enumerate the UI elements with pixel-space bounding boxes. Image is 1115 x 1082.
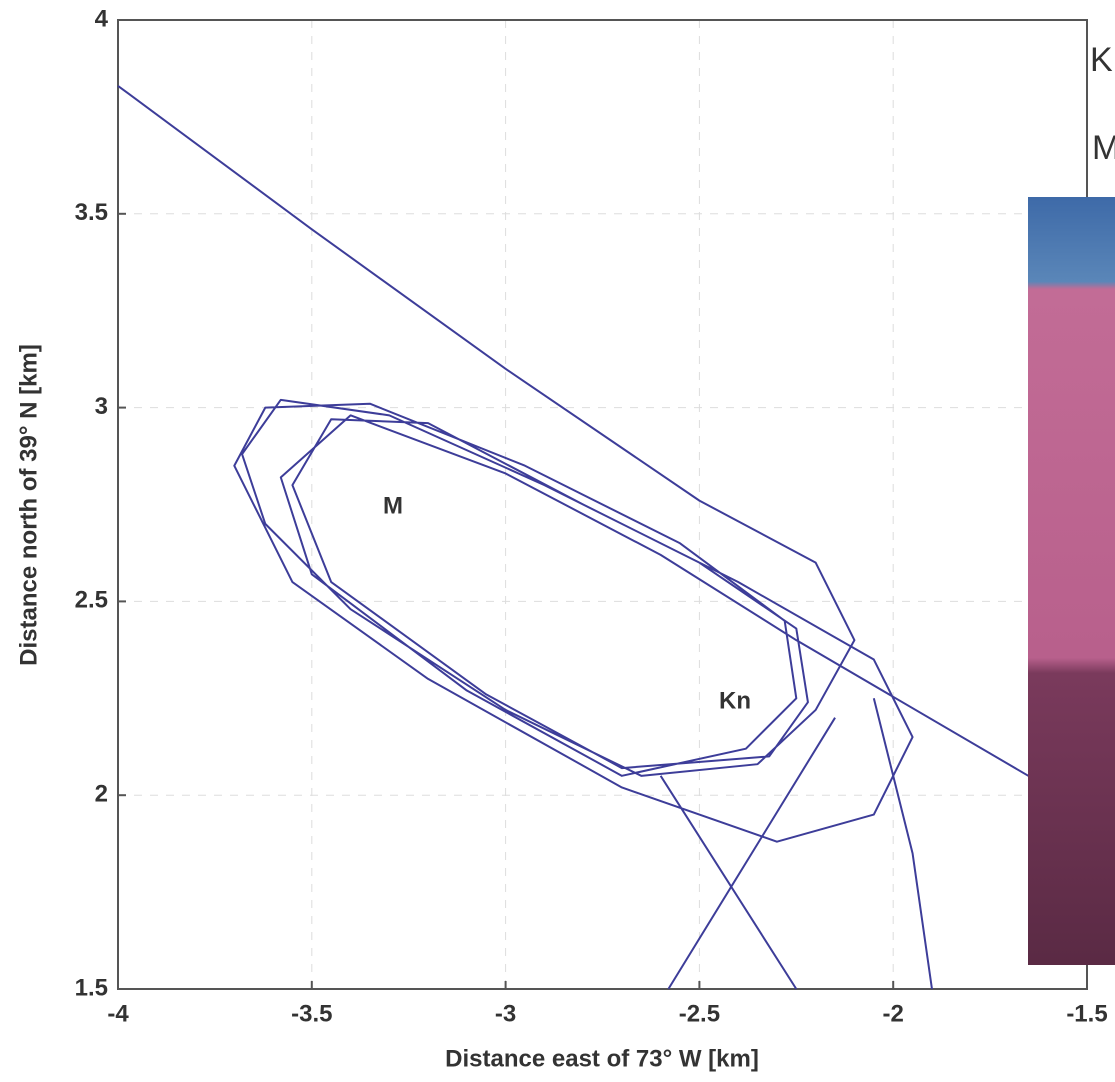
photo-inset <box>1028 197 1115 965</box>
y-axis-label: Distance north of 39° N [km] <box>15 344 42 666</box>
x-tick-label: -2 <box>883 1000 904 1027</box>
x-tick-label: -3 <box>495 1000 516 1027</box>
track-line <box>117 85 1049 990</box>
y-tick-label: 2 <box>95 781 108 808</box>
x-tick-label: -4 <box>107 1000 129 1027</box>
x-tick-label: -1.5 <box>1066 1000 1107 1027</box>
annotation: Kn <box>719 687 751 714</box>
legend-label: K <box>1090 41 1113 79</box>
y-tick-label: 4 <box>95 5 109 32</box>
annotation: M <box>383 492 403 519</box>
x-tick-label: -3.5 <box>291 1000 332 1027</box>
x-axis-label: Distance east of 73° W [km] <box>445 1045 759 1072</box>
y-tick-label: 2.5 <box>75 587 108 614</box>
y-tick-label: 3.5 <box>75 199 108 226</box>
legend-label: M <box>1092 129 1115 167</box>
x-tick-label: -2.5 <box>679 1000 720 1027</box>
y-tick-label: 3 <box>95 393 108 420</box>
y-tick-label: 1.5 <box>75 974 108 1001</box>
